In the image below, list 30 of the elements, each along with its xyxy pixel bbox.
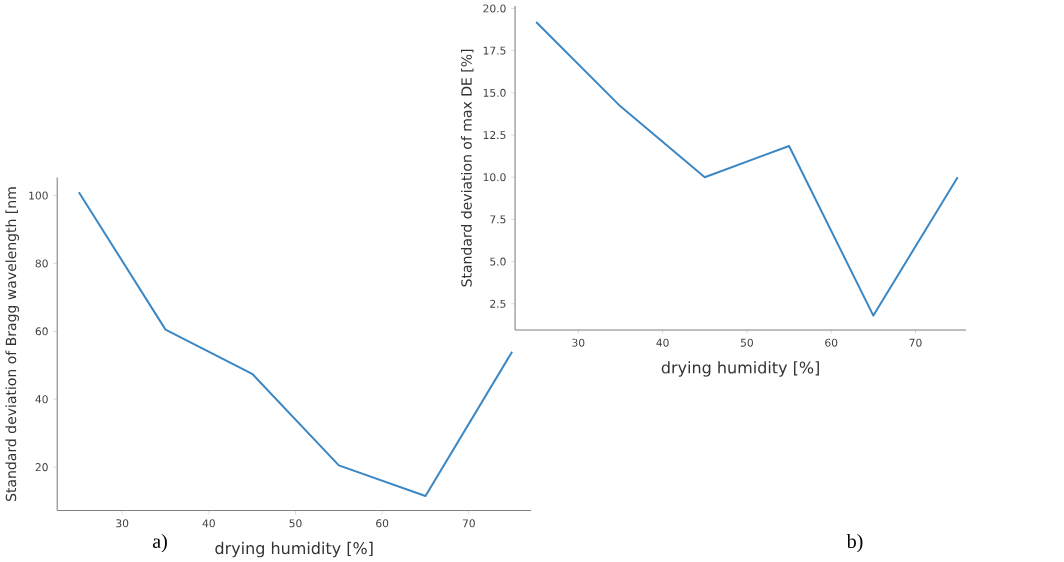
x-axis-title: drying humidity [%] (661, 361, 819, 377)
line-series (535, 21, 959, 317)
x-tick-label: 30 (572, 338, 585, 347)
x-tick-label: 50 (289, 519, 302, 528)
x-tick-label: 60 (825, 338, 838, 347)
y-axis-title: Standard deviation of Bragg wavelength [nm (5, 187, 19, 502)
text: a) (152, 534, 167, 553)
y-tick-label: 80 (35, 259, 48, 268)
x-tick-label: 40 (202, 519, 215, 528)
y-tick-label: 60 (35, 327, 48, 336)
x-tick-label: 70 (909, 338, 922, 347)
y-tick-label: 2.5 (490, 299, 506, 308)
x-tick-label: 40 (656, 338, 669, 347)
x-tick-label: 50 (740, 338, 753, 347)
text: b) (846, 534, 863, 553)
x-tick-label: 60 (376, 519, 389, 528)
x-axis-title: drying humidity [%] (215, 541, 373, 558)
y-tick-label: 5.0 (490, 257, 506, 266)
y-tick-label: 12.5 (483, 131, 506, 140)
y-tick-label: 7.5 (490, 215, 506, 224)
y-tick-label: 100 (29, 191, 48, 200)
y-tick-label: 20 (35, 463, 48, 472)
y-tick-label: 10.0 (483, 173, 506, 182)
y-tick-label: 40 (35, 395, 48, 404)
y-tick-label: 17.5 (483, 46, 506, 55)
y-tick-label: 20.0 (483, 4, 506, 13)
y-tick-label: 15.0 (483, 88, 506, 97)
x-tick-label: 70 (462, 519, 475, 528)
x-tick-label: 30 (116, 519, 129, 528)
y-axis-title: Standard deviation of max DE [%] (460, 49, 474, 287)
